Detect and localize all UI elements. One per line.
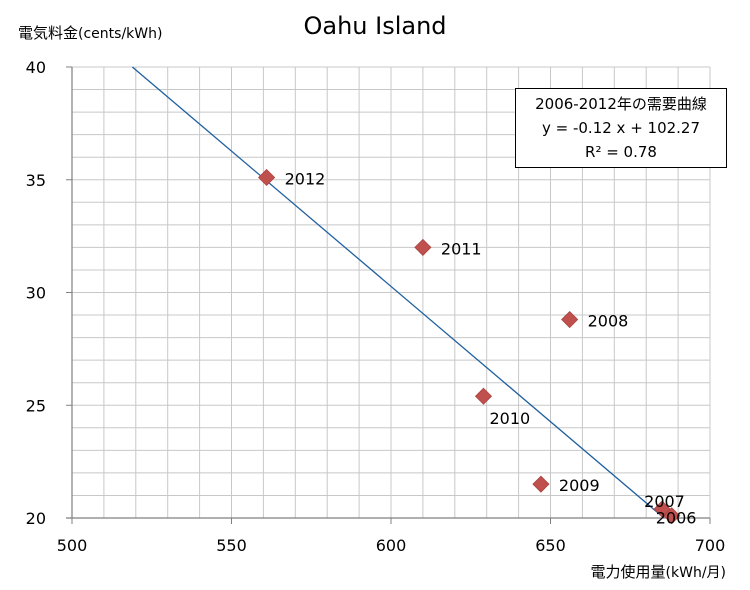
y-tick-label: 30 bbox=[26, 284, 46, 303]
y-tick-label: 20 bbox=[26, 509, 46, 528]
x-tick-label: 650 bbox=[535, 536, 566, 555]
y-axis-label: 電気料金(cents/kWh) bbox=[18, 22, 162, 43]
equation-box: 2006-2012年の需要曲線 y = -0.12 x + 102.27 R² … bbox=[515, 88, 727, 168]
data-point-label: 2006 bbox=[656, 509, 697, 528]
equation-title: 2006-2012年の需要曲線 bbox=[535, 95, 707, 113]
data-point-label: 2010 bbox=[490, 409, 531, 428]
data-point-label: 2009 bbox=[559, 476, 600, 495]
y-axis-unit: (cents/kWh) bbox=[78, 26, 163, 42]
trendline bbox=[131, 66, 665, 519]
data-point-label: 2011 bbox=[441, 239, 482, 258]
data-point-label: 2008 bbox=[588, 312, 629, 331]
x-axis-label: 電力使用量(kWh/月) bbox=[591, 561, 726, 582]
equation-text: y = -0.12 x + 102.27 bbox=[541, 119, 701, 137]
y-axis-label-text: 電気料金 bbox=[18, 24, 79, 42]
trendline-group bbox=[131, 66, 665, 519]
x-axis-label-text: 電力使用量 bbox=[590, 563, 666, 581]
data-point-marker bbox=[414, 238, 432, 256]
r-squared: R² = 0.78 bbox=[585, 143, 657, 161]
y-tick-label: 40 bbox=[26, 58, 46, 77]
x-tick-label: 600 bbox=[376, 536, 407, 555]
data-point-marker bbox=[532, 475, 550, 493]
y-tick-label: 35 bbox=[26, 171, 46, 190]
data-point-marker bbox=[258, 168, 276, 187]
chart-title: Oahu Island bbox=[303, 12, 447, 40]
x-tick-label: 550 bbox=[216, 536, 247, 555]
x-tick-label: 500 bbox=[57, 536, 88, 555]
tick-labels: 500 550 600 650 700 20 25 30 35 40 bbox=[26, 58, 726, 555]
data-point-marker bbox=[663, 507, 681, 525]
x-tick-label: 700 bbox=[695, 536, 726, 555]
data-point-marker bbox=[474, 387, 493, 405]
data-point-label: 2012 bbox=[285, 169, 326, 188]
data-point-label: 2007 bbox=[644, 492, 685, 511]
y-tick-label: 25 bbox=[26, 396, 46, 415]
x-axis-unit: (kWh/月) bbox=[665, 565, 726, 581]
data-point-marker bbox=[561, 310, 579, 329]
